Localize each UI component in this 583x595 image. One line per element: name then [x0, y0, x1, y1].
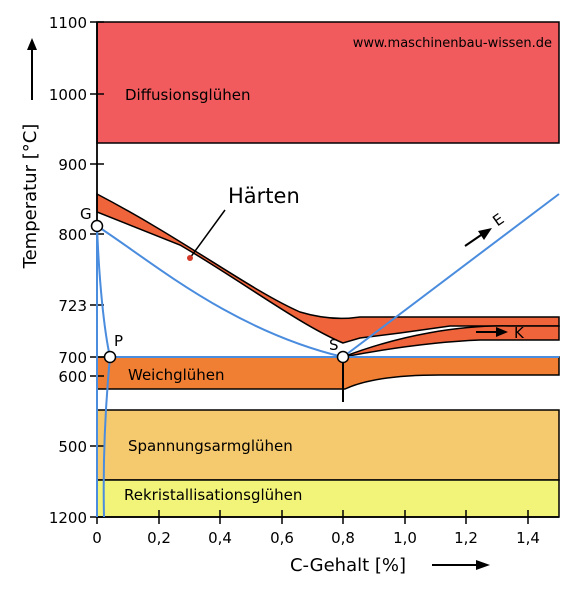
point-g-label: G — [80, 205, 92, 223]
x-tick-label: 0,2 — [147, 529, 171, 547]
y-axis-arrow-icon — [27, 38, 37, 100]
point-s-marker — [336, 350, 350, 364]
x-tick-label: 1,0 — [393, 529, 417, 547]
weich-label: Weichglühen — [128, 366, 225, 384]
credit-text: www.maschinenbau-wissen.de — [353, 36, 552, 51]
x-axis-arrow-icon — [432, 560, 490, 570]
point-p-label: P — [114, 332, 123, 350]
point-e-label: E — [489, 210, 507, 230]
rekrist-label: Rekristallisationsglühen — [124, 486, 302, 504]
haerten-band-fill — [96, 192, 560, 344]
x-tick-label: 0,6 — [270, 529, 294, 547]
haerten-label: Härten — [228, 184, 300, 208]
y-tick-label: 800 — [58, 226, 87, 244]
point-s-label: S — [329, 336, 339, 354]
y-axis-label: Temperatur [°C] — [20, 124, 41, 270]
haerten-leader-icon — [187, 209, 226, 261]
y-tick-label: 1100 — [49, 14, 87, 32]
k-arrow-icon — [476, 327, 508, 337]
p-down-line — [102, 356, 111, 518]
point-p-marker — [103, 350, 117, 364]
diffusion-band — [96, 21, 560, 144]
diffusion-label: Diffusionsglühen — [125, 86, 250, 104]
y-tick-label: 600 — [58, 368, 87, 386]
spannung-band — [96, 409, 560, 481]
y-tick-label: 900 — [58, 156, 87, 174]
y-tick-label: 700 — [58, 349, 87, 367]
phase-lines — [96, 193, 560, 518]
x-tick-label: 1,4 — [516, 529, 540, 547]
gp-line — [96, 225, 111, 358]
spannung-label: Spannungsarmglühen — [128, 437, 293, 455]
x-tick-label: 0,8 — [331, 529, 355, 547]
y-tick-label: 500 — [58, 438, 87, 456]
e-arrow-icon — [464, 228, 492, 247]
gs-line — [96, 225, 344, 358]
point-k-label: K — [514, 324, 525, 342]
se-line — [342, 193, 560, 358]
x-tick-label: 0,4 — [208, 529, 232, 547]
x-axis-label: C-Gehalt [%] — [290, 555, 406, 576]
point-g-marker — [90, 219, 104, 233]
rekrist-band — [96, 479, 560, 518]
x-tick-label: 0 — [92, 529, 102, 547]
haerten-band-right — [342, 325, 560, 358]
x-tick-label: 1,2 — [454, 529, 478, 547]
y-tick-label: 1000 — [49, 86, 87, 104]
y-tick-label: 723 — [58, 297, 87, 315]
y-tick-label: 1200 — [49, 509, 87, 527]
